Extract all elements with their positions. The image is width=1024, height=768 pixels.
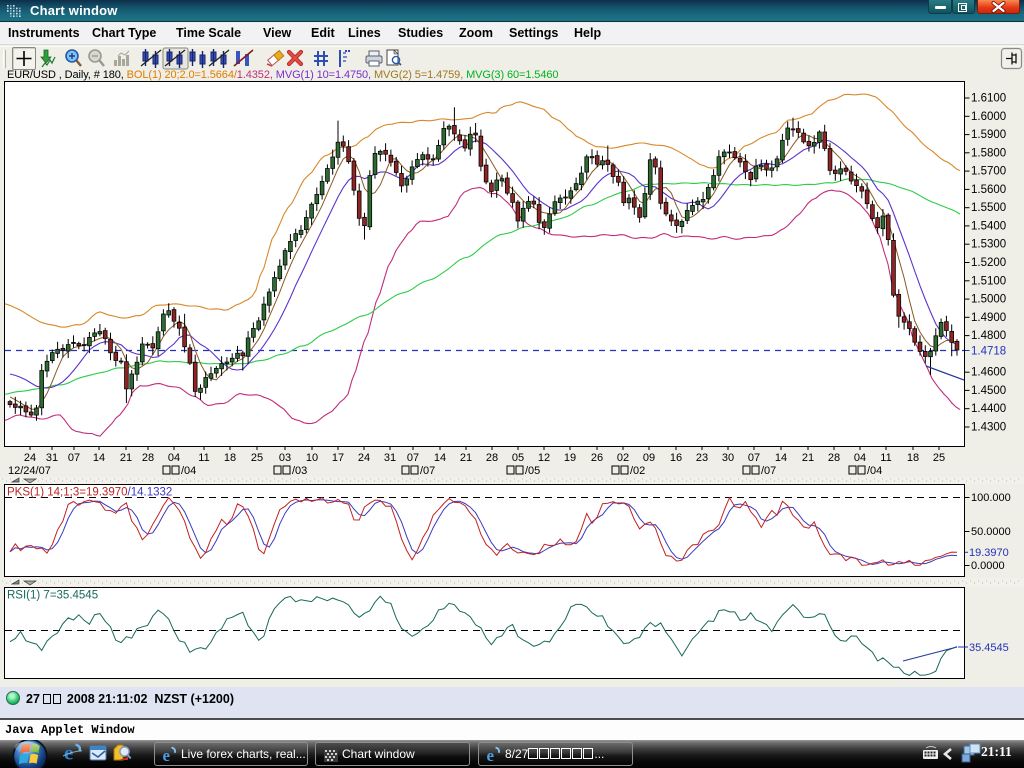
svg-text:1.5800: 1.5800 — [971, 147, 1006, 159]
svg-text:1.5200: 1.5200 — [971, 257, 1006, 269]
svg-text:/05: /05 — [525, 465, 540, 477]
svg-text:09: 09 — [643, 452, 655, 464]
svg-text:35.4545: 35.4545 — [969, 642, 1009, 654]
svg-text:1.4718: 1.4718 — [971, 346, 1006, 358]
svg-text:1.4900: 1.4900 — [971, 312, 1006, 324]
svg-text:1.4600: 1.4600 — [971, 367, 1006, 379]
svg-text:11: 11 — [880, 452, 891, 464]
svg-text:1.5100: 1.5100 — [971, 275, 1006, 287]
svg-text:21: 21 — [120, 452, 132, 464]
svg-text:03: 03 — [279, 452, 291, 464]
svg-text:50.0000: 50.0000 — [971, 526, 1011, 538]
svg-text:31: 31 — [46, 452, 58, 464]
svg-text:28: 28 — [142, 452, 154, 464]
svg-text:04: 04 — [854, 452, 866, 464]
svg-text:21: 21 — [460, 452, 472, 464]
svg-text:1.4300: 1.4300 — [971, 422, 1006, 434]
svg-text:/03: /03 — [292, 465, 307, 477]
svg-text:14: 14 — [93, 452, 105, 464]
svg-text:28: 28 — [486, 452, 498, 464]
svg-text:e: e — [64, 741, 73, 765]
svg-text:19.3970: 19.3970 — [969, 547, 1009, 559]
svg-text:1.5600: 1.5600 — [971, 184, 1006, 196]
svg-text:1.5700: 1.5700 — [971, 166, 1006, 178]
svg-text:14: 14 — [434, 452, 446, 464]
svg-text:PKS(1) 14;1;3=19.3970/14.1332: PKS(1) 14;1;3=19.3970/14.1332 — [7, 487, 172, 499]
svg-text:/02: /02 — [630, 465, 645, 477]
svg-text:0.0000: 0.0000 — [971, 560, 1005, 572]
svg-text:02: 02 — [617, 452, 629, 464]
svg-text:24: 24 — [358, 452, 370, 464]
svg-text:1.5400: 1.5400 — [971, 220, 1006, 232]
svg-text:28: 28 — [828, 452, 840, 464]
svg-text:1.6100: 1.6100 — [971, 93, 1006, 105]
svg-text:14: 14 — [775, 452, 787, 464]
svg-text:100.000: 100.000 — [971, 492, 1011, 504]
svg-text:07: 07 — [68, 452, 80, 464]
svg-text:12: 12 — [538, 452, 550, 464]
svg-text:1.5000: 1.5000 — [971, 294, 1006, 306]
svg-text:1.5900: 1.5900 — [971, 129, 1006, 141]
svg-text:25: 25 — [251, 452, 263, 464]
svg-text:e: e — [487, 746, 495, 764]
svg-text:16: 16 — [670, 452, 682, 464]
svg-text:31: 31 — [384, 452, 396, 464]
svg-text:19: 19 — [564, 452, 576, 464]
svg-text:17: 17 — [332, 452, 344, 464]
svg-text:24: 24 — [24, 452, 36, 464]
svg-text:/07: /07 — [420, 465, 435, 477]
svg-text:1.4800: 1.4800 — [971, 330, 1006, 342]
svg-text:18: 18 — [224, 452, 236, 464]
svg-text:e: e — [163, 746, 171, 764]
svg-text:23: 23 — [696, 452, 708, 464]
svg-text:18: 18 — [907, 452, 919, 464]
svg-text:RSI(1) 7=35.4545: RSI(1) 7=35.4545 — [7, 590, 98, 602]
svg-text:1.5300: 1.5300 — [971, 239, 1006, 251]
svg-text:05: 05 — [512, 452, 524, 464]
svg-text:07: 07 — [748, 452, 760, 464]
svg-text:/07: /07 — [761, 465, 776, 477]
svg-text:/04: /04 — [181, 465, 196, 477]
svg-text:25: 25 — [933, 452, 945, 464]
svg-text:30: 30 — [722, 452, 734, 464]
svg-text:26: 26 — [591, 452, 603, 464]
svg-text:10: 10 — [306, 452, 318, 464]
svg-text:11: 11 — [198, 452, 209, 464]
svg-text:12/24/07: 12/24/07 — [8, 465, 51, 477]
svg-text:1.4500: 1.4500 — [971, 385, 1006, 397]
svg-text:1.5500: 1.5500 — [971, 202, 1006, 214]
svg-text:21: 21 — [802, 452, 814, 464]
svg-text:04: 04 — [168, 452, 180, 464]
svg-text:1.4400: 1.4400 — [971, 403, 1006, 415]
svg-text:07: 07 — [407, 452, 419, 464]
svg-text:/04: /04 — [867, 465, 882, 477]
svg-text:1.6000: 1.6000 — [971, 111, 1006, 123]
